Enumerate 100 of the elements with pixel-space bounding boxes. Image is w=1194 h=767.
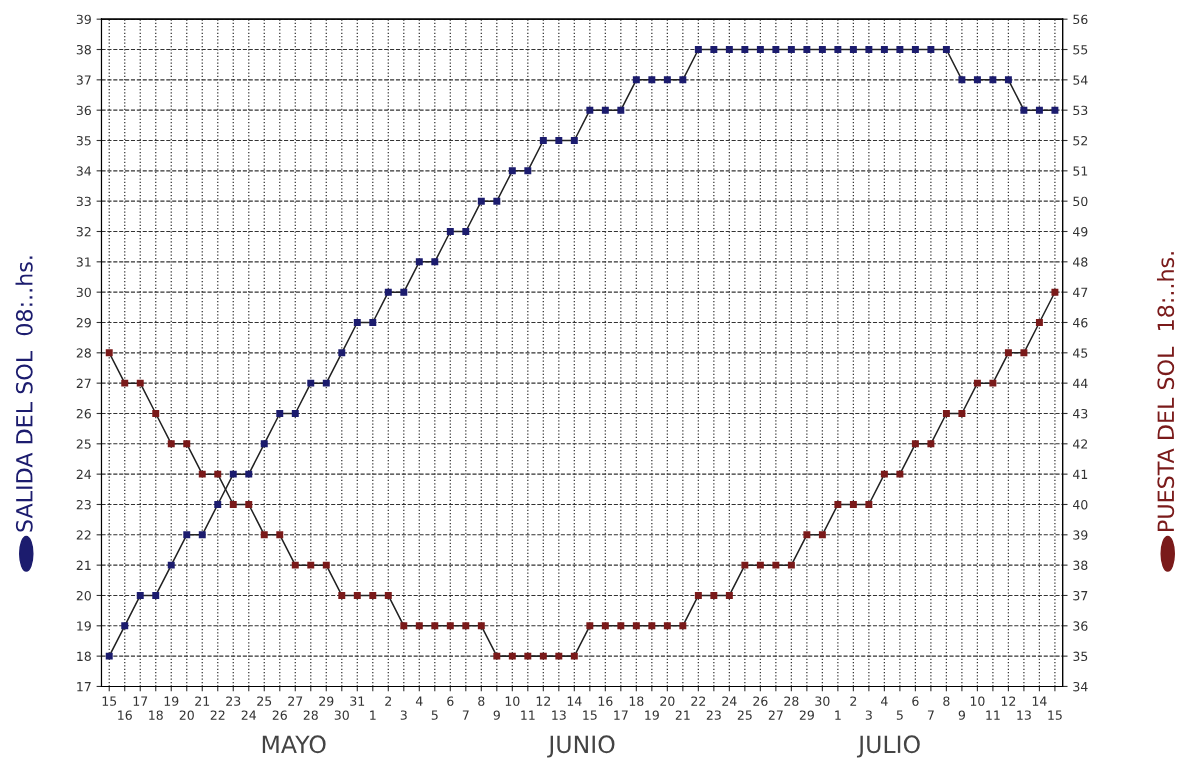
y-tick-label: 30 [76,287,91,298]
x-tick-label: 3 [865,710,872,720]
x-tick-label: 15 [102,696,117,706]
x-tick-label: 27 [288,696,303,706]
x-tick-label: 2 [385,696,392,706]
y2-tick-label: 53 [1073,105,1088,116]
y2-tick-label: 56 [1073,14,1088,25]
x-tick-label: 4 [415,696,423,706]
y-tick-label: 33 [76,196,91,207]
x-tick-label: 27 [768,710,783,720]
x-tick-label: 11 [986,710,1000,720]
y2-tick-label: 44 [1072,378,1088,388]
y-tick-label: 35 [76,135,91,146]
x-tick-label: 28 [784,696,799,706]
y2-tick-label: 37 [1073,590,1088,601]
y2-tick-label: 48 [1072,257,1088,267]
y-tick-label: 32 [76,226,91,237]
x-tick-label: 23 [226,696,241,706]
x-tick-label: 4 [881,696,888,706]
y-tick-label: 39 [76,14,91,25]
x-tick-label: 30 [334,710,349,720]
y2-tick-label: 45 [1072,348,1088,358]
x-tick-label: 11 [521,710,535,720]
x-tick-label: 20 [660,696,675,706]
x-tick-label: 10 [505,696,520,706]
x-tick-label: 25 [737,710,752,720]
y2-tick-label: 34 [1073,681,1088,692]
y2-tick-label: 52 [1073,135,1088,146]
y-tick-label: 25 [76,439,91,449]
x-tick-label: 22 [691,696,706,706]
x-tick-label: 22 [210,710,225,720]
y-tick-label: 17 [77,682,91,692]
x-tick-label: 9 [493,710,500,720]
x-tick-label: 5 [896,710,903,720]
y-tick-label: 34 [76,166,92,176]
x-tick-label: 26 [753,696,768,706]
x-tick-label: 16 [598,696,613,706]
x-tick-label: 3 [400,710,407,720]
x-tick-label: 19 [164,696,179,706]
x-tick-label: 9 [958,710,965,720]
text: JUNIO [547,735,615,758]
y2-tick-label: 35 [1073,651,1088,662]
y2-tick-label: 38 [1073,560,1088,571]
text: PUESTA DEL SOL 18:..hs. [1156,252,1175,531]
x-tick-label: 25 [257,696,272,706]
x-tick-label: 13 [1017,710,1031,720]
y2-tick-label: 54 [1073,75,1088,85]
x-tick-label: 29 [319,696,334,706]
y2-tick-label: 39 [1073,530,1088,540]
x-tick-label: 29 [799,710,814,720]
y2-tick-label: 40 [1072,499,1088,510]
x-tick-label: 1 [835,710,841,720]
x-tick-label: 7 [927,710,934,720]
x-tick-label: 6 [912,696,919,706]
x-tick-label: 18 [629,696,644,706]
y-tick-label: 23 [76,499,91,510]
y-tick-label: 18 [77,651,91,662]
text: MAYO [262,735,326,754]
y2-tick-label: 41 [1072,469,1088,479]
y-tick-label: 37 [76,75,91,85]
y-tick-label: 20 [76,590,91,601]
text: SALIDA DEL SOL 08:..hs. [15,256,33,532]
x-tick-label: 19 [645,710,659,720]
x-tick-label: 6 [447,696,454,706]
x-tick-label: 18 [149,710,163,720]
x-tick-label: 20 [179,710,194,720]
x-tick-label: 15 [583,710,597,720]
x-tick-label: 24 [722,696,737,706]
y-tick-label: 31 [76,257,91,267]
y2-tick-label: 49 [1072,226,1088,237]
y2-tick-label: 43 [1072,408,1088,419]
x-tick-label: 8 [943,696,950,706]
y-tick-label: 36 [76,105,91,116]
x-tick-label: 12 [1001,696,1016,706]
x-tick-label: 24 [241,710,257,720]
text: JULIO [856,735,920,758]
x-tick-label: 23 [706,710,721,720]
x-tick-label: 26 [272,710,287,720]
y-tick-label: 38 [76,44,91,55]
x-tick-label: 17 [133,696,148,706]
y-tick-label: 22 [76,530,91,540]
x-tick-label: 2 [850,696,857,706]
y2-tick-label: 36 [1073,621,1088,631]
x-tick-label: 31 [350,696,365,706]
y-tick-label: 28 [76,348,91,358]
x-tick-label: 21 [675,710,690,720]
x-tick-label: 21 [195,696,210,706]
y-tick-label: 27 [76,378,91,388]
y-tick-label: 29 [76,317,91,328]
y2-tick-label: 46 [1072,317,1088,328]
y2-tick-label: 51 [1073,166,1088,176]
x-tick-label: 16 [118,710,132,720]
y2-tick-label: 55 [1073,45,1088,55]
x-tick-label: 14 [567,696,582,706]
x-tick-label: 15 [1048,710,1062,720]
y-tick-label: 24 [76,469,92,479]
x-tick-label: 7 [462,710,469,720]
y-tick-label: 19 [77,621,91,631]
y2-tick-label: 47 [1072,287,1088,297]
y2-tick-label: 50 [1073,196,1088,207]
